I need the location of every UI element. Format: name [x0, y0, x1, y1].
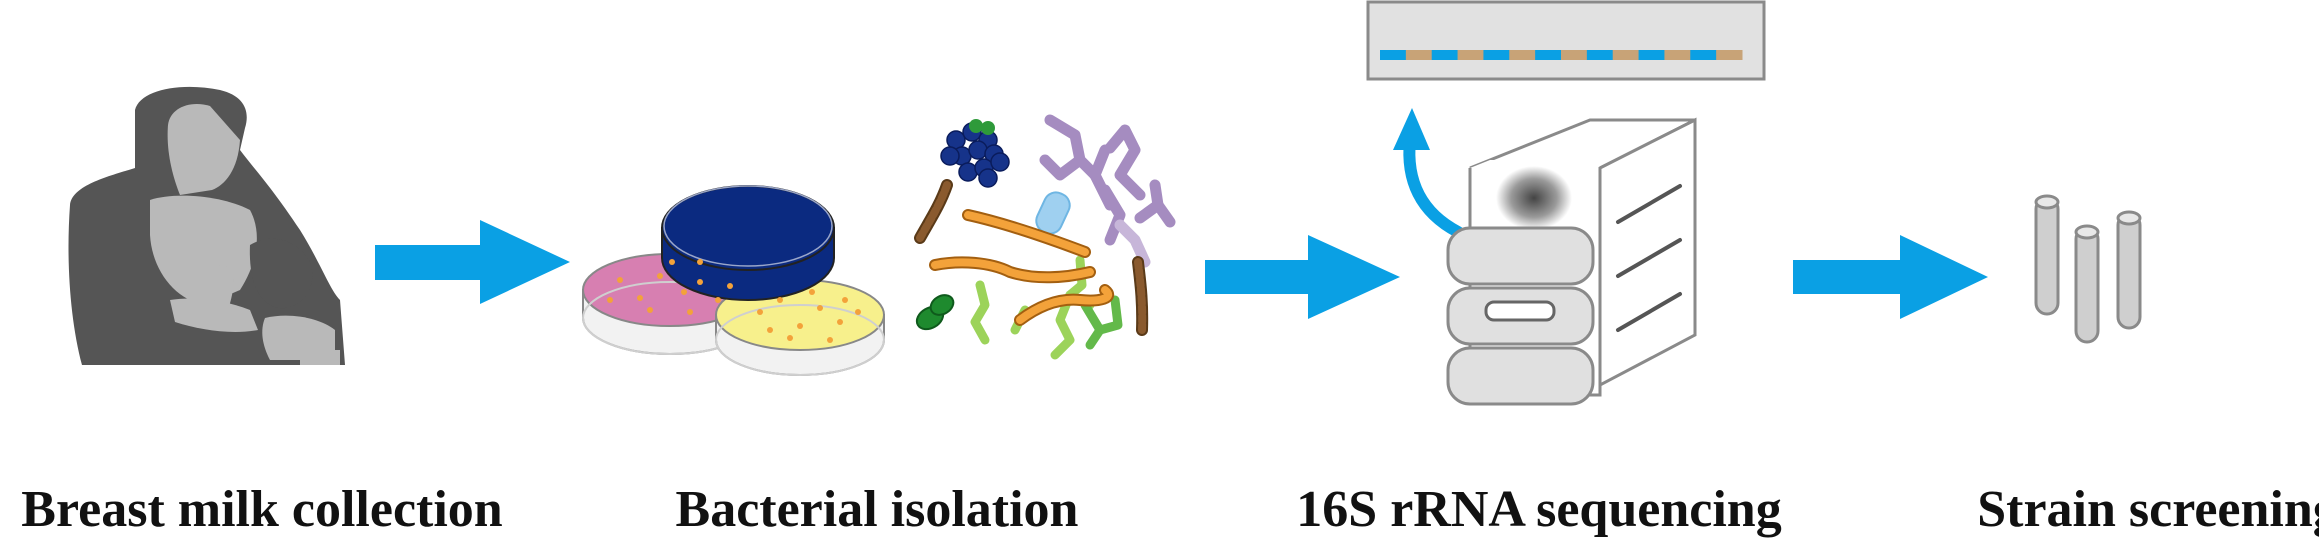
colony-dot	[687, 309, 693, 315]
colonies	[607, 259, 861, 343]
colony-dot	[817, 305, 823, 311]
sequence-segment	[1690, 50, 1717, 60]
colony-dot	[767, 327, 773, 333]
orange-rod-bacteria	[929, 209, 1115, 326]
colony-dot	[827, 337, 833, 343]
colony-dot	[681, 289, 687, 295]
sequence-segment	[1405, 50, 1433, 60]
purple-branched-bacteria	[1039, 114, 1176, 246]
sequence-readout-panel	[1366, 0, 1766, 81]
colony-dot	[727, 283, 733, 289]
mixed-bacteria-icon	[914, 114, 1176, 360]
colony-dot	[797, 323, 803, 329]
colony-dot	[842, 297, 848, 303]
sequence-segment	[1561, 50, 1588, 60]
mother-breastfeeding-icon	[68, 86, 345, 365]
petri-dishes-icon	[582, 185, 885, 376]
arrow-1	[375, 220, 570, 304]
colony-dot	[607, 297, 613, 303]
sequence-segment	[1509, 50, 1536, 60]
colony-dot	[617, 277, 623, 283]
blue-plate	[661, 185, 835, 301]
colony-dot	[787, 335, 793, 341]
green-cocci	[915, 294, 955, 331]
coccus	[978, 168, 998, 188]
label-bacterial-isolation: Bacterial isolation	[675, 481, 1079, 538]
colony-dot	[757, 309, 763, 315]
label-strain-screening: Strain screening	[1977, 481, 2319, 538]
brown-chain-bacteria	[914, 179, 1149, 336]
sequence-track	[1380, 50, 1743, 60]
sequence-segment	[1457, 50, 1484, 60]
coccus	[990, 152, 1010, 172]
colony-dot	[669, 259, 675, 265]
sequence-segment	[1612, 50, 1640, 60]
coccus	[958, 162, 978, 182]
sequence-segment	[1586, 50, 1614, 60]
output-arrowhead	[1393, 108, 1430, 150]
coccus-green	[969, 119, 983, 133]
colony-dot	[837, 319, 843, 325]
colony-dot	[715, 297, 721, 303]
coccus-green	[981, 121, 995, 135]
colony-dot	[697, 259, 703, 265]
colony-dot	[697, 279, 703, 285]
sequence-segment	[1483, 50, 1510, 60]
colony-dot	[657, 273, 663, 279]
sequence-segment	[1535, 50, 1562, 60]
label-breast-milk-collection: Breast milk collection	[21, 481, 503, 538]
output-arrow	[1403, 134, 1464, 238]
test-tubes-icon	[2034, 194, 2142, 344]
blue-coccus-cluster	[940, 119, 1010, 188]
sequence-segment	[1638, 50, 1665, 60]
sequence-segment	[1431, 50, 1459, 60]
label-16s-rrna-sequencing: 16S rRNA sequencing	[1296, 481, 1782, 538]
colony-dot	[777, 297, 783, 303]
sequencer-machine-icon	[1366, 0, 1766, 406]
sequence-segment	[1380, 50, 1407, 60]
colony-dot	[647, 307, 653, 313]
coccus	[968, 140, 988, 160]
sequence-segment	[1716, 50, 1743, 60]
coccus	[940, 146, 960, 166]
colony-dot	[809, 289, 815, 295]
flow-arrows	[375, 220, 1988, 319]
arrow-3	[1793, 235, 1988, 319]
colony-dot	[855, 309, 861, 315]
colony-dot	[637, 295, 643, 301]
arrow-2	[1205, 235, 1400, 319]
sequence-segment	[1664, 50, 1691, 60]
